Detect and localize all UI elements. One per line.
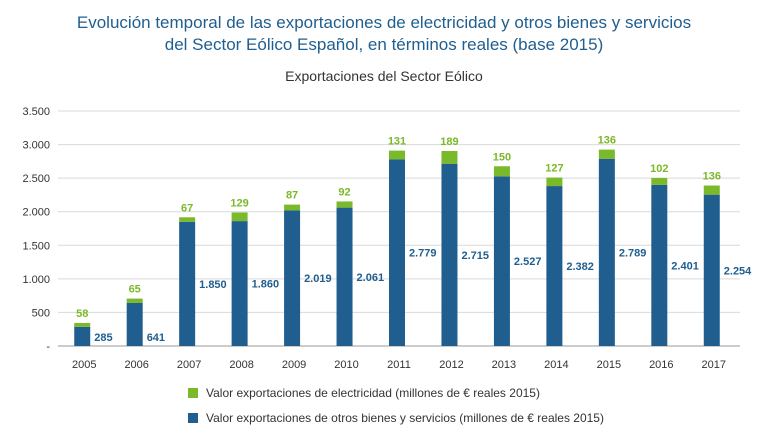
- y-tick-label: 2.500: [22, 173, 50, 185]
- x-tick-label: 2006: [124, 359, 148, 371]
- chart-title: Evolución temporal de las exportaciones …: [0, 12, 768, 56]
- x-tick-label: 2013: [492, 359, 516, 371]
- data-label-electricity-2015: 136: [598, 135, 616, 147]
- data-label-electricity-2011: 131: [388, 136, 406, 148]
- legend-label-other: Valor exportaciones de otros bienes y se…: [206, 411, 604, 425]
- bar-other-2008: [231, 221, 248, 346]
- bar-other-2006: [126, 302, 143, 346]
- legend-label-electricity: Valor exportaciones de electricidad (mil…: [206, 386, 540, 400]
- x-tick-label: 2009: [282, 359, 306, 371]
- data-label-electricity-2007: 67: [181, 202, 193, 214]
- chart-subtitle: Exportaciones del Sector Eólico: [285, 68, 483, 84]
- x-tick-label: 2010: [334, 359, 358, 371]
- bar-other-2015: [598, 158, 615, 346]
- bar-electricity-2008: [231, 212, 248, 222]
- data-label-other-2006: 641: [147, 332, 165, 344]
- x-tick-label: 2016: [649, 359, 673, 371]
- bar-other-2009: [284, 210, 301, 346]
- bar-electricity-2015: [598, 149, 615, 159]
- chart-title-line-2: del Sector Eólico Español, en términos r…: [164, 35, 604, 54]
- y-tick-label: 3.500: [22, 106, 50, 118]
- chart-title-line-1: Evolución temporal de las exportaciones …: [76, 13, 692, 32]
- x-tick-label: 2014: [544, 359, 568, 371]
- data-label-other-2007: 1.850: [199, 279, 227, 291]
- bar-other-2017: [703, 194, 720, 346]
- data-label-other-2011: 2.779: [409, 248, 437, 260]
- data-label-other-2008: 1.860: [252, 279, 280, 291]
- data-label-electricity-2008: 129: [230, 197, 248, 209]
- data-label-electricity-2014: 127: [545, 163, 563, 175]
- bar-electricity-2006: [126, 298, 143, 303]
- bar-electricity-2010: [336, 201, 353, 208]
- data-label-other-2013: 2.527: [514, 256, 542, 268]
- data-label-other-2016: 2.401: [671, 260, 699, 272]
- bar-other-2014: [546, 186, 563, 346]
- data-label-electricity-2009: 87: [286, 190, 298, 202]
- data-label-other-2009: 2.019: [304, 273, 332, 285]
- x-tick-label: 2007: [177, 359, 201, 371]
- bar-other-2007: [179, 221, 196, 346]
- bar-other-2013: [493, 176, 510, 346]
- data-label-other-2015: 2.789: [619, 247, 647, 259]
- data-label-electricity-2016: 102: [650, 163, 668, 175]
- data-label-electricity-2005: 58: [76, 308, 88, 320]
- data-label-electricity-2006: 65: [129, 284, 141, 296]
- y-tick-label: 1.500: [22, 240, 50, 252]
- x-tick-label: 2011: [387, 359, 411, 371]
- bar-other-2010: [336, 207, 353, 346]
- x-tick-label: 2015: [597, 359, 621, 371]
- bar-other-2016: [651, 184, 668, 346]
- y-tick-label: 1.000: [22, 274, 50, 286]
- bar-electricity-2005: [74, 322, 91, 327]
- bar-electricity-2011: [389, 150, 405, 160]
- x-tick-label: 2012: [439, 359, 463, 371]
- data-label-other-2014: 2.382: [566, 261, 594, 273]
- legend-item-electricity: Valor exportaciones de electricidad (mil…: [188, 386, 604, 400]
- data-label-other-2012: 2.715: [461, 250, 489, 262]
- bar-electricity-2017: [703, 185, 720, 195]
- bar-other-2012: [441, 163, 458, 346]
- legend-swatch-other: [188, 413, 198, 423]
- y-tick-label: 2.000: [22, 207, 50, 219]
- y-tick-label: -: [46, 341, 50, 353]
- data-label-other-2005: 285: [94, 332, 112, 344]
- legend-item-other: Valor exportaciones de otros bienes y se…: [188, 411, 604, 425]
- y-tick-label: 3.000: [22, 140, 50, 152]
- x-tick-label: 2017: [702, 359, 726, 371]
- data-label-electricity-2012: 189: [440, 136, 458, 148]
- y-tick-label: 500: [32, 307, 50, 319]
- bar-other-2005: [74, 326, 91, 346]
- bar-electricity-2014: [546, 177, 563, 187]
- data-label-electricity-2013: 150: [493, 151, 511, 163]
- bar-other-2011: [389, 159, 405, 346]
- legend-swatch-electricity: [188, 388, 198, 398]
- bar-electricity-2016: [651, 177, 668, 185]
- data-label-electricity-2010: 92: [338, 186, 350, 198]
- bar-electricity-2009: [284, 204, 301, 211]
- x-tick-label: 2005: [72, 359, 96, 371]
- bar-electricity-2007: [179, 217, 196, 222]
- data-label-electricity-2017: 136: [703, 171, 721, 183]
- bar-electricity-2013: [493, 166, 510, 177]
- data-label-other-2017: 2.254: [724, 265, 752, 277]
- bar-electricity-2012: [441, 151, 458, 164]
- x-tick-label: 2008: [229, 359, 253, 371]
- legend: Valor exportaciones de electricidad (mil…: [188, 386, 604, 436]
- data-label-other-2010: 2.061: [357, 272, 385, 284]
